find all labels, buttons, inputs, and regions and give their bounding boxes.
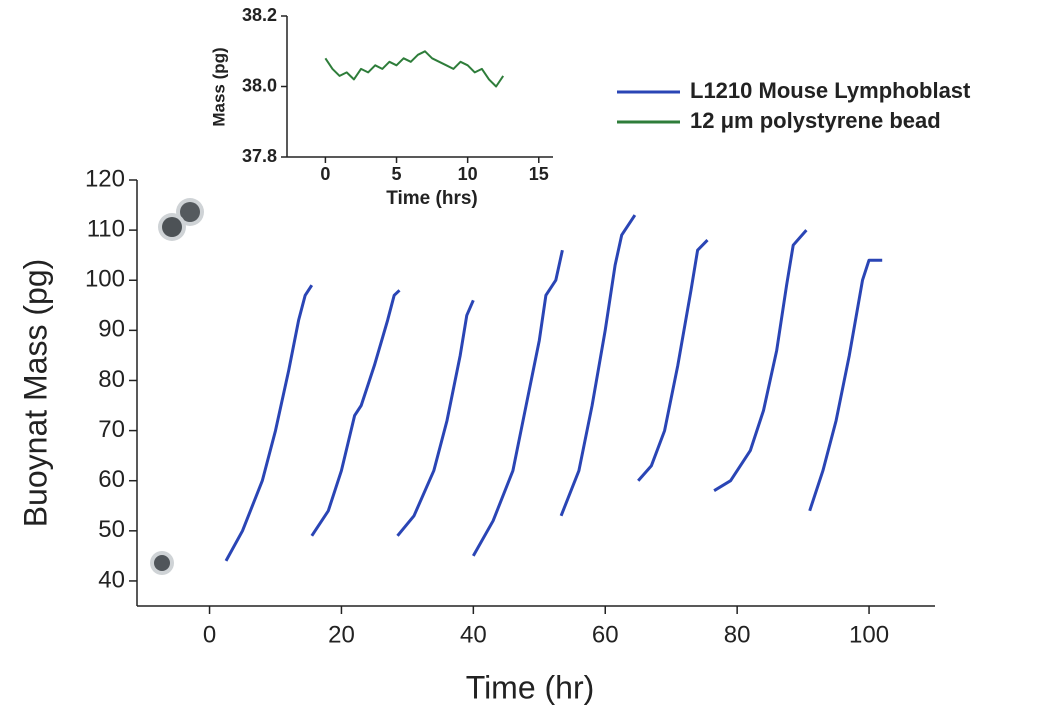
cell-image bbox=[162, 217, 182, 237]
y-tick-label: 40 bbox=[98, 566, 125, 593]
y-tick-label: 80 bbox=[98, 366, 125, 393]
y-tick-label: 90 bbox=[98, 316, 125, 343]
x-axis-title: Time (hr) bbox=[466, 669, 595, 705]
x-tick-label: 40 bbox=[460, 621, 487, 648]
x-tick-label: 15 bbox=[529, 164, 549, 184]
legend-label: L1210 Mouse Lymphoblast bbox=[690, 78, 971, 103]
x-tick-label: 0 bbox=[320, 164, 330, 184]
y-tick-label: 60 bbox=[98, 466, 125, 493]
y-tick-label: 110 bbox=[87, 215, 125, 242]
x-axis-title: Time (hrs) bbox=[386, 188, 478, 209]
x-tick-label: 10 bbox=[458, 164, 478, 184]
x-tick-label: 0 bbox=[203, 621, 216, 648]
x-tick-label: 100 bbox=[849, 621, 889, 648]
x-tick-label: 80 bbox=[724, 621, 751, 648]
data-line bbox=[324, 50, 505, 88]
data-line bbox=[224, 214, 883, 562]
legend-label: 12 μm polystyrene bead bbox=[690, 108, 941, 133]
y-tick-label: 38.0 bbox=[242, 75, 277, 95]
cell-images bbox=[150, 198, 204, 575]
cell-image bbox=[154, 555, 170, 571]
y-tick-label: 38.2 bbox=[242, 5, 277, 25]
y-tick-label: 100 bbox=[85, 266, 125, 293]
x-tick-label: 5 bbox=[392, 164, 402, 184]
y-tick-label: 37.8 bbox=[242, 146, 277, 166]
x-tick-label: 20 bbox=[328, 621, 355, 648]
y-tick-label: 50 bbox=[98, 516, 125, 543]
y-axis-title: Mass (pg) bbox=[209, 47, 228, 126]
y-axis-title: Buoynat Mass (pg) bbox=[17, 259, 53, 528]
cell-image bbox=[180, 202, 200, 222]
y-tick-label: 120 bbox=[85, 165, 125, 192]
x-tick-label: 60 bbox=[592, 621, 619, 648]
y-tick-label: 70 bbox=[98, 416, 125, 443]
